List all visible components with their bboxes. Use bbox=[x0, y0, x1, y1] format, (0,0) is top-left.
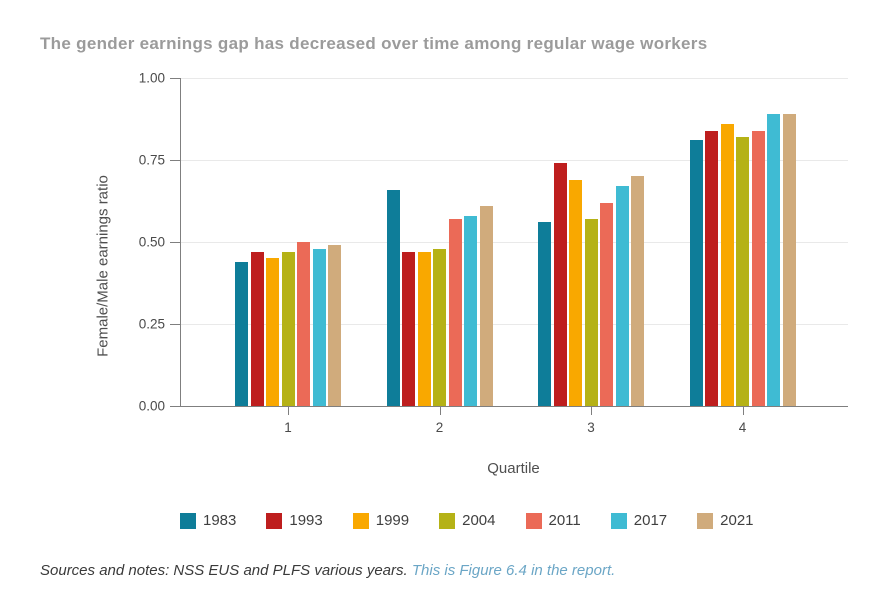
x-axis-tick bbox=[591, 407, 592, 415]
gridline bbox=[181, 324, 848, 325]
bar-2011-q2 bbox=[448, 219, 462, 406]
plot-area: 0.00 0.25 0.50 0.75 1.00 1 2 3 4 bbox=[139, 71, 848, 435]
bar-1983-q1 bbox=[235, 261, 248, 406]
legend-swatch-icon bbox=[525, 512, 542, 529]
legend-label: 2017 bbox=[633, 512, 668, 529]
report-link[interactable]: This is Figure 6.4 in the report. bbox=[411, 562, 616, 579]
bar-2021-q3 bbox=[631, 176, 644, 406]
y-axis-tick bbox=[170, 242, 180, 243]
bar-2017-q3 bbox=[615, 186, 629, 406]
bar-2011-q3 bbox=[600, 202, 613, 406]
bar-2017-q4 bbox=[767, 114, 780, 406]
legend-label: 2011 bbox=[548, 512, 581, 529]
bar-1999-q4 bbox=[720, 123, 734, 406]
bar-2017-q2 bbox=[464, 215, 477, 406]
y-axis-tick-label: 0.50 bbox=[138, 234, 165, 250]
bar-2021-q4 bbox=[782, 114, 796, 406]
bar-2004-q2 bbox=[433, 248, 446, 406]
bar-2011-q1 bbox=[297, 242, 310, 406]
bar-1999-q3 bbox=[569, 179, 582, 406]
x-axis-tick-label: 2 bbox=[435, 420, 444, 435]
legend-item-1993: 1993 bbox=[266, 512, 323, 529]
legend-swatch-icon bbox=[352, 512, 369, 529]
bar-group-quartile-4 bbox=[689, 78, 796, 406]
bar-group-quartile-1 bbox=[235, 78, 341, 406]
legend-label: 1999 bbox=[375, 512, 410, 529]
bar-group-quartile-3 bbox=[538, 78, 644, 406]
x-axis-tick bbox=[439, 407, 441, 415]
x-axis-title: Quartile bbox=[487, 460, 540, 477]
bar-2021-q1 bbox=[328, 245, 341, 406]
legend-label: 1993 bbox=[289, 512, 323, 529]
legend-label: 2004 bbox=[462, 512, 496, 529]
legend-item-2004: 2004 bbox=[439, 512, 496, 529]
bar-2017-q1 bbox=[312, 248, 326, 406]
y-axis-tick bbox=[170, 160, 180, 161]
bar-2021-q2 bbox=[479, 205, 493, 406]
y-axis-tick-label: 0.75 bbox=[138, 152, 165, 168]
legend-item-2021: 2021 bbox=[697, 512, 754, 529]
bar-1993-q3 bbox=[553, 163, 567, 406]
bar-1993-q2 bbox=[402, 251, 415, 406]
sources-text: Sources and notes: NSS EUS and PLFS vari… bbox=[40, 562, 408, 579]
gridline bbox=[181, 160, 848, 161]
legend-swatch-icon bbox=[610, 512, 627, 529]
gridline bbox=[181, 78, 848, 79]
bar-1993-q1 bbox=[250, 251, 264, 406]
legend: 1983 1993 1999 2004 2011 2017 2021 bbox=[180, 512, 754, 529]
bar-group-quartile-2 bbox=[386, 78, 493, 406]
y-axis-tick-label: 0.00 bbox=[138, 398, 165, 414]
bar-1983-q4 bbox=[689, 140, 703, 406]
y-axis-tick bbox=[170, 406, 180, 407]
y-axis-tick bbox=[170, 324, 180, 325]
bar-2004-q3 bbox=[584, 219, 598, 406]
x-axis-tick-label: 4 bbox=[738, 420, 747, 435]
legend-item-2011: 2011 bbox=[525, 512, 581, 529]
y-axis-tick bbox=[170, 78, 180, 79]
bar-1983-q3 bbox=[538, 222, 551, 406]
legend-swatch-icon bbox=[697, 512, 714, 529]
legend-swatch-icon bbox=[180, 512, 196, 529]
legend-label: 2021 bbox=[720, 512, 754, 529]
x-axis-tick bbox=[288, 407, 289, 415]
x-axis-tick-label: 3 bbox=[587, 420, 595, 435]
legend-label: 1983 bbox=[203, 512, 237, 529]
y-axis-tick-label: 1.00 bbox=[138, 70, 165, 86]
bar-1999-q2 bbox=[417, 251, 431, 406]
y-axis-title: Female/Male earnings ratio bbox=[94, 175, 112, 357]
x-axis-tick bbox=[742, 407, 744, 415]
bar-1999-q1 bbox=[266, 258, 279, 406]
legend-item-2017: 2017 bbox=[610, 512, 668, 529]
bar-2004-q1 bbox=[281, 251, 295, 406]
bar-2004-q4 bbox=[736, 137, 749, 406]
legend-item-1983: 1983 bbox=[180, 512, 236, 529]
bar-1983-q2 bbox=[386, 189, 400, 406]
footnote: Sources and notes: NSS EUS and PLFS vari… bbox=[40, 562, 615, 579]
bar-1993-q4 bbox=[705, 130, 718, 406]
gridline bbox=[181, 242, 848, 243]
x-axis-tick-label: 1 bbox=[284, 420, 292, 435]
legend-swatch-icon bbox=[266, 512, 283, 529]
y-axis-tick-label: 0.25 bbox=[138, 316, 165, 332]
legend-item-1999: 1999 bbox=[352, 512, 410, 529]
legend-swatch-icon bbox=[439, 512, 456, 529]
chart-title: The gender earnings gap has decreased ov… bbox=[40, 34, 708, 53]
bar-2011-q4 bbox=[751, 130, 765, 406]
